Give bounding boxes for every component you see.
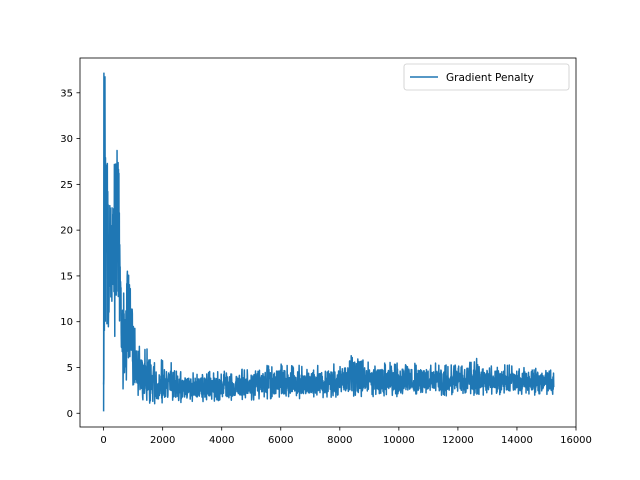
gradient-penalty-initial-spike (102, 72, 107, 412)
y-tick-label: 35 (60, 88, 73, 99)
y-tick-label: 5 (67, 363, 73, 374)
y-tick-label: 10 (60, 317, 73, 328)
x-tick-label: 16000 (560, 435, 592, 446)
x-tick-label: 6000 (268, 435, 293, 446)
x-tick-label: 14000 (501, 435, 533, 446)
axes: 0 2000 4000 6000 8000 10000 12000 14000 16000 0 5 1… (60, 57, 592, 446)
legend: Gradient Penalty (403, 63, 570, 91)
x-tick-label: 2000 (150, 435, 175, 446)
legend-series-label: Gradient Penalty (446, 72, 534, 84)
y-tick-label: 20 (60, 226, 73, 237)
legend-box (403, 63, 570, 91)
x-tick-label: 10000 (383, 435, 415, 446)
y-tick-label: 0 (67, 409, 73, 420)
y-tick-label: 25 (60, 180, 73, 191)
plot-area (102, 72, 555, 412)
y-tick-label: 30 (60, 134, 73, 145)
x-tick-label: 8000 (327, 435, 352, 446)
gradient-penalty-series-line (102, 149, 555, 405)
axes-frame (79, 57, 577, 428)
x-tick-label: 4000 (209, 435, 234, 446)
y-tick-label: 15 (60, 271, 73, 282)
x-tick-label: 12000 (442, 435, 474, 446)
x-tick-label: 0 (100, 435, 106, 446)
